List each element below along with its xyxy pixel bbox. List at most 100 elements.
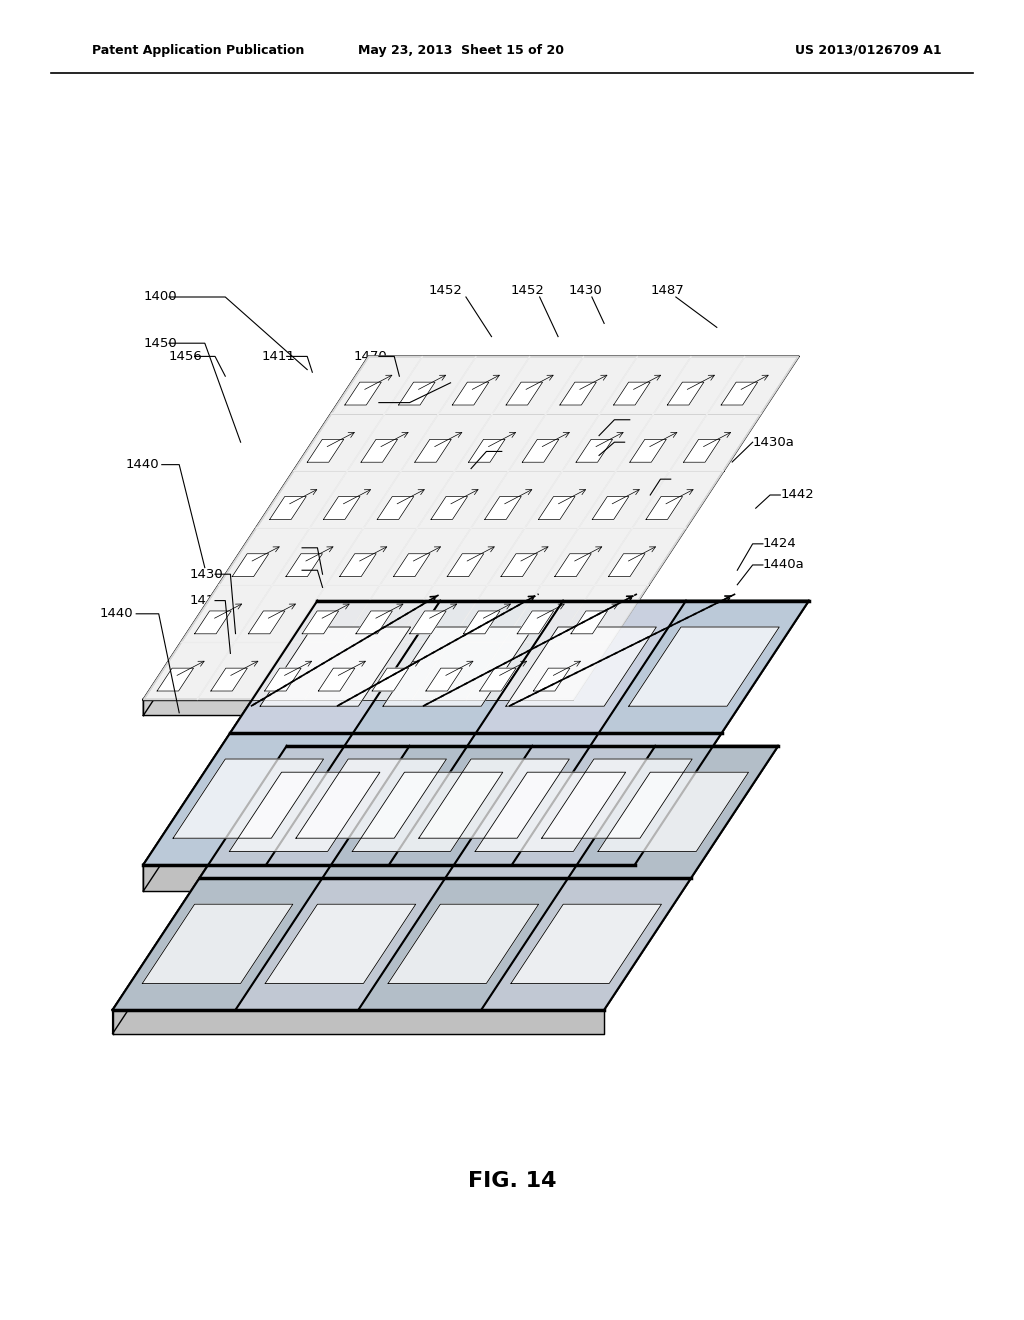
- Polygon shape: [568, 746, 778, 878]
- Polygon shape: [200, 746, 410, 878]
- Polygon shape: [542, 759, 692, 838]
- Polygon shape: [356, 611, 392, 634]
- Polygon shape: [653, 356, 745, 413]
- Text: FIG. 14: FIG. 14: [468, 1171, 556, 1192]
- Polygon shape: [598, 772, 749, 851]
- Polygon shape: [684, 440, 720, 462]
- Text: 1440a: 1440a: [763, 558, 805, 572]
- Polygon shape: [471, 471, 562, 528]
- Polygon shape: [629, 627, 779, 706]
- Text: 1410: 1410: [189, 594, 223, 607]
- Polygon shape: [385, 356, 476, 413]
- Polygon shape: [266, 733, 476, 865]
- Text: 1440b: 1440b: [630, 413, 672, 426]
- Polygon shape: [143, 356, 799, 700]
- Polygon shape: [383, 627, 534, 706]
- Polygon shape: [501, 554, 538, 577]
- Polygon shape: [296, 759, 446, 838]
- Polygon shape: [173, 759, 324, 838]
- Polygon shape: [484, 496, 521, 519]
- Polygon shape: [364, 471, 455, 528]
- Polygon shape: [608, 554, 645, 577]
- Polygon shape: [419, 759, 569, 838]
- Polygon shape: [302, 611, 339, 634]
- Text: 1456: 1456: [169, 350, 203, 363]
- Text: 1400: 1400: [143, 290, 177, 304]
- Polygon shape: [469, 440, 505, 462]
- Polygon shape: [592, 496, 629, 519]
- Text: 1424: 1424: [763, 537, 797, 550]
- Polygon shape: [555, 554, 591, 577]
- Polygon shape: [256, 471, 347, 528]
- Text: 1411: 1411: [261, 350, 295, 363]
- Polygon shape: [347, 413, 438, 471]
- Text: May 23, 2013  Sheet 15 of 20: May 23, 2013 Sheet 15 of 20: [357, 44, 564, 57]
- Polygon shape: [415, 440, 452, 462]
- Polygon shape: [600, 356, 691, 413]
- Text: 1430: 1430: [189, 568, 223, 581]
- Polygon shape: [372, 668, 409, 692]
- Polygon shape: [633, 471, 724, 528]
- Polygon shape: [229, 772, 380, 851]
- Polygon shape: [142, 904, 293, 983]
- Polygon shape: [525, 471, 616, 528]
- Polygon shape: [450, 585, 541, 643]
- Polygon shape: [401, 413, 493, 471]
- Text: US 2013/0126709 A1: US 2013/0126709 A1: [796, 44, 942, 57]
- Text: 1488: 1488: [276, 541, 310, 554]
- Polygon shape: [309, 471, 401, 528]
- Polygon shape: [546, 356, 637, 413]
- Polygon shape: [236, 878, 445, 1010]
- Polygon shape: [340, 554, 376, 577]
- Text: 1430: 1430: [353, 396, 387, 409]
- Polygon shape: [557, 585, 648, 643]
- Polygon shape: [380, 528, 471, 585]
- Polygon shape: [143, 733, 353, 865]
- Polygon shape: [398, 383, 435, 405]
- Polygon shape: [264, 668, 301, 692]
- Polygon shape: [113, 1010, 604, 1034]
- Polygon shape: [476, 601, 686, 733]
- Polygon shape: [324, 496, 360, 519]
- Polygon shape: [143, 700, 573, 715]
- Polygon shape: [447, 554, 483, 577]
- Polygon shape: [388, 904, 539, 983]
- Text: Patent Application Publication: Patent Application Publication: [92, 44, 304, 57]
- Polygon shape: [218, 528, 309, 585]
- Polygon shape: [331, 356, 422, 413]
- Polygon shape: [438, 356, 530, 413]
- Polygon shape: [232, 554, 268, 577]
- Polygon shape: [522, 440, 559, 462]
- Polygon shape: [307, 440, 344, 462]
- Polygon shape: [464, 611, 500, 634]
- Polygon shape: [511, 904, 662, 983]
- Polygon shape: [318, 668, 355, 692]
- Text: 1430b: 1430b: [671, 473, 713, 486]
- Polygon shape: [630, 440, 667, 462]
- Polygon shape: [541, 528, 633, 585]
- Polygon shape: [358, 643, 450, 700]
- Text: 1440: 1440: [125, 458, 159, 471]
- Polygon shape: [396, 585, 487, 643]
- Polygon shape: [289, 585, 380, 643]
- Polygon shape: [539, 496, 575, 519]
- Text: 1470: 1470: [353, 350, 387, 363]
- Polygon shape: [504, 585, 595, 643]
- Polygon shape: [353, 601, 563, 733]
- Polygon shape: [393, 554, 430, 577]
- Polygon shape: [453, 383, 488, 405]
- Polygon shape: [670, 413, 761, 471]
- Polygon shape: [509, 413, 600, 471]
- Polygon shape: [708, 356, 799, 413]
- Text: 1450: 1450: [143, 337, 177, 350]
- Text: 1452: 1452: [510, 284, 545, 297]
- Polygon shape: [560, 383, 596, 405]
- Polygon shape: [143, 356, 369, 715]
- Polygon shape: [512, 733, 722, 865]
- Polygon shape: [475, 772, 626, 851]
- Polygon shape: [269, 496, 306, 519]
- Text: 1440: 1440: [99, 607, 133, 620]
- Polygon shape: [377, 496, 414, 519]
- Polygon shape: [352, 772, 503, 851]
- Polygon shape: [323, 746, 532, 878]
